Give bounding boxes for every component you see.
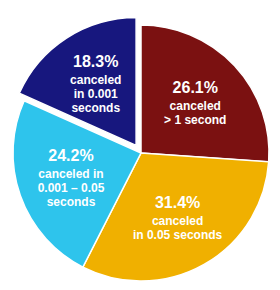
slice-category-label: seconds — [71, 101, 120, 115]
slice-category-label: in 0.05 seconds — [133, 228, 223, 242]
slices — [13, 17, 269, 281]
chart-svg: 26.1%canceled> 1 second31.4%canceledin 0… — [0, 0, 280, 290]
slice-category-label: > 1 second — [164, 113, 226, 127]
slice-value-label: 26.1% — [173, 79, 218, 96]
labels: 26.1%canceled> 1 second31.4%canceledin 0… — [38, 53, 227, 242]
slice-category-label: canceled — [170, 99, 221, 113]
slice-category-label: seconds — [47, 195, 96, 209]
pie-slice — [141, 25, 269, 162]
slice-category-label: canceled — [70, 73, 121, 87]
slice-category-label: in 0.001 — [74, 87, 118, 101]
chart-container: 26.1%canceled> 1 second31.4%canceledin 0… — [0, 0, 280, 290]
slice-value-label: 18.3% — [73, 53, 118, 70]
slice-category-label: canceled in — [38, 167, 103, 181]
slice-category-label: 0.001 – 0.05 — [38, 181, 105, 195]
slice-value-label: 24.2% — [48, 147, 93, 164]
pie-slice — [19, 17, 136, 145]
slice-value-label: 31.4% — [155, 194, 200, 211]
pie: 26.1%canceled> 1 second31.4%canceledin 0… — [13, 17, 269, 281]
slice-category-label: canceled — [152, 214, 203, 228]
